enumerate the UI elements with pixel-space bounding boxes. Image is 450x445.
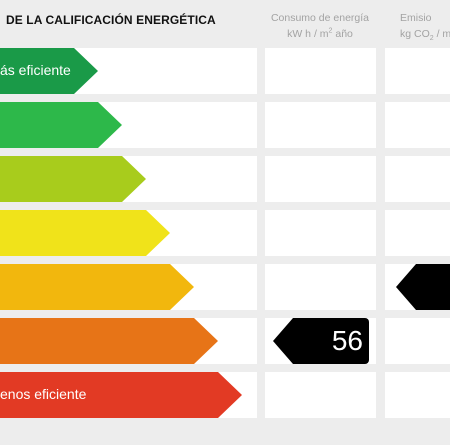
rating-arrow-e [0,264,194,310]
rating-row-f [0,318,450,364]
rating-arrow-g: enos eficiente [0,372,242,418]
rating-row-g: enos eficiente [0,372,450,418]
rating-row-d [0,210,450,256]
energy-cell-a [265,48,376,94]
rating-arrow-f [0,318,218,364]
rating-row-e [0,264,450,310]
energy-cell-d [265,210,376,256]
co2-cell-g [385,372,450,418]
rating-arrow-c [0,156,146,202]
energy-cell-c [265,156,376,202]
rating-row-b [0,102,450,148]
energy-cell-g [265,372,376,418]
energy-consumption-value: 56 [331,325,363,356]
co2-header-unit: kg CO2 / m [400,28,450,43]
rating-label-least-efficient: enos eficiente [0,386,87,402]
energy-header-unit: kW h / m2 año [287,27,353,41]
co2-cell-d [385,210,450,256]
energy-consumption-header: Consumo de energía kW h / m2 año [261,10,379,42]
co2-cell-a [385,48,450,94]
co2-header-line1: Emisio [400,12,432,24]
energy-header-line1: Consumo de energía [270,12,370,24]
co2-emissions-header: Emisio kg CO2 / m [384,10,450,42]
energy-cell-b [265,102,376,148]
co2-cell-f [385,318,450,364]
co2-cell-b [385,102,450,148]
rating-row-a: ás eficiente [0,48,450,94]
energy-rating-marker: 56 [273,318,369,364]
rating-label-most-efficient: ás eficiente [0,62,71,78]
rating-arrow-d [0,210,170,256]
rating-arrow-a: ás eficiente [0,48,98,94]
co2-cell-c [385,156,450,202]
table-title: DE LA CALIFICACIÓN ENERGÉTICA [6,13,216,27]
rating-arrow-b [0,102,122,148]
energy-cell-e [265,264,376,310]
rating-row-c [0,156,450,202]
